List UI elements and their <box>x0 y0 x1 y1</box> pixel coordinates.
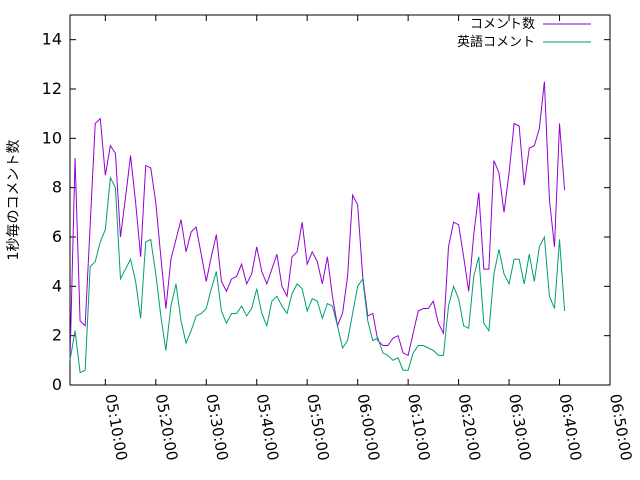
y-tick-label: 6 <box>52 227 62 246</box>
x-tick-label: 05:40:00 <box>253 393 282 462</box>
x-tick-label: 06:30:00 <box>505 393 534 462</box>
x-tick-label: 06:00:00 <box>354 393 383 462</box>
legend: コメント数 英語コメント <box>457 17 591 50</box>
legend-label-comments: コメント数 <box>470 17 535 32</box>
series-line-0 <box>69 81 566 361</box>
series-line-1 <box>69 176 566 374</box>
y-tick-label: 14 <box>42 30 62 49</box>
x-tick-label: 06:10:00 <box>404 393 433 462</box>
x-axis-ticks: 05:10:00 05:20:00 05:30:00 05:40:00 05:50:00… <box>101 15 635 462</box>
y-tick-label: 10 <box>42 128 62 147</box>
x-tick-label: 05:10:00 <box>101 393 130 462</box>
series-layer <box>69 81 566 374</box>
plot-frame <box>69 14 611 386</box>
x-tick-label: 05:30:00 <box>202 393 231 462</box>
y-tick-label: 8 <box>52 178 62 197</box>
y-tick-label: 0 <box>52 375 62 394</box>
y-tick-label: 4 <box>52 276 62 295</box>
x-tick-label: 05:20:00 <box>152 393 181 462</box>
y-axis-label: 1秒毎のコメント数 <box>6 140 22 261</box>
x-tick-label: 06:40:00 <box>556 393 585 462</box>
x-tick-label: 06:50:00 <box>606 393 635 462</box>
y-tick-label: 12 <box>42 79 62 98</box>
x-tick-label: 05:50:00 <box>303 393 332 462</box>
legend-label-english-comments: 英語コメント <box>457 34 535 50</box>
y-tick-label: 2 <box>52 326 62 345</box>
x-tick-label: 06:20:00 <box>455 393 484 462</box>
y-axis-ticks: 0 2 4 6 8 10 12 14 <box>42 30 610 394</box>
